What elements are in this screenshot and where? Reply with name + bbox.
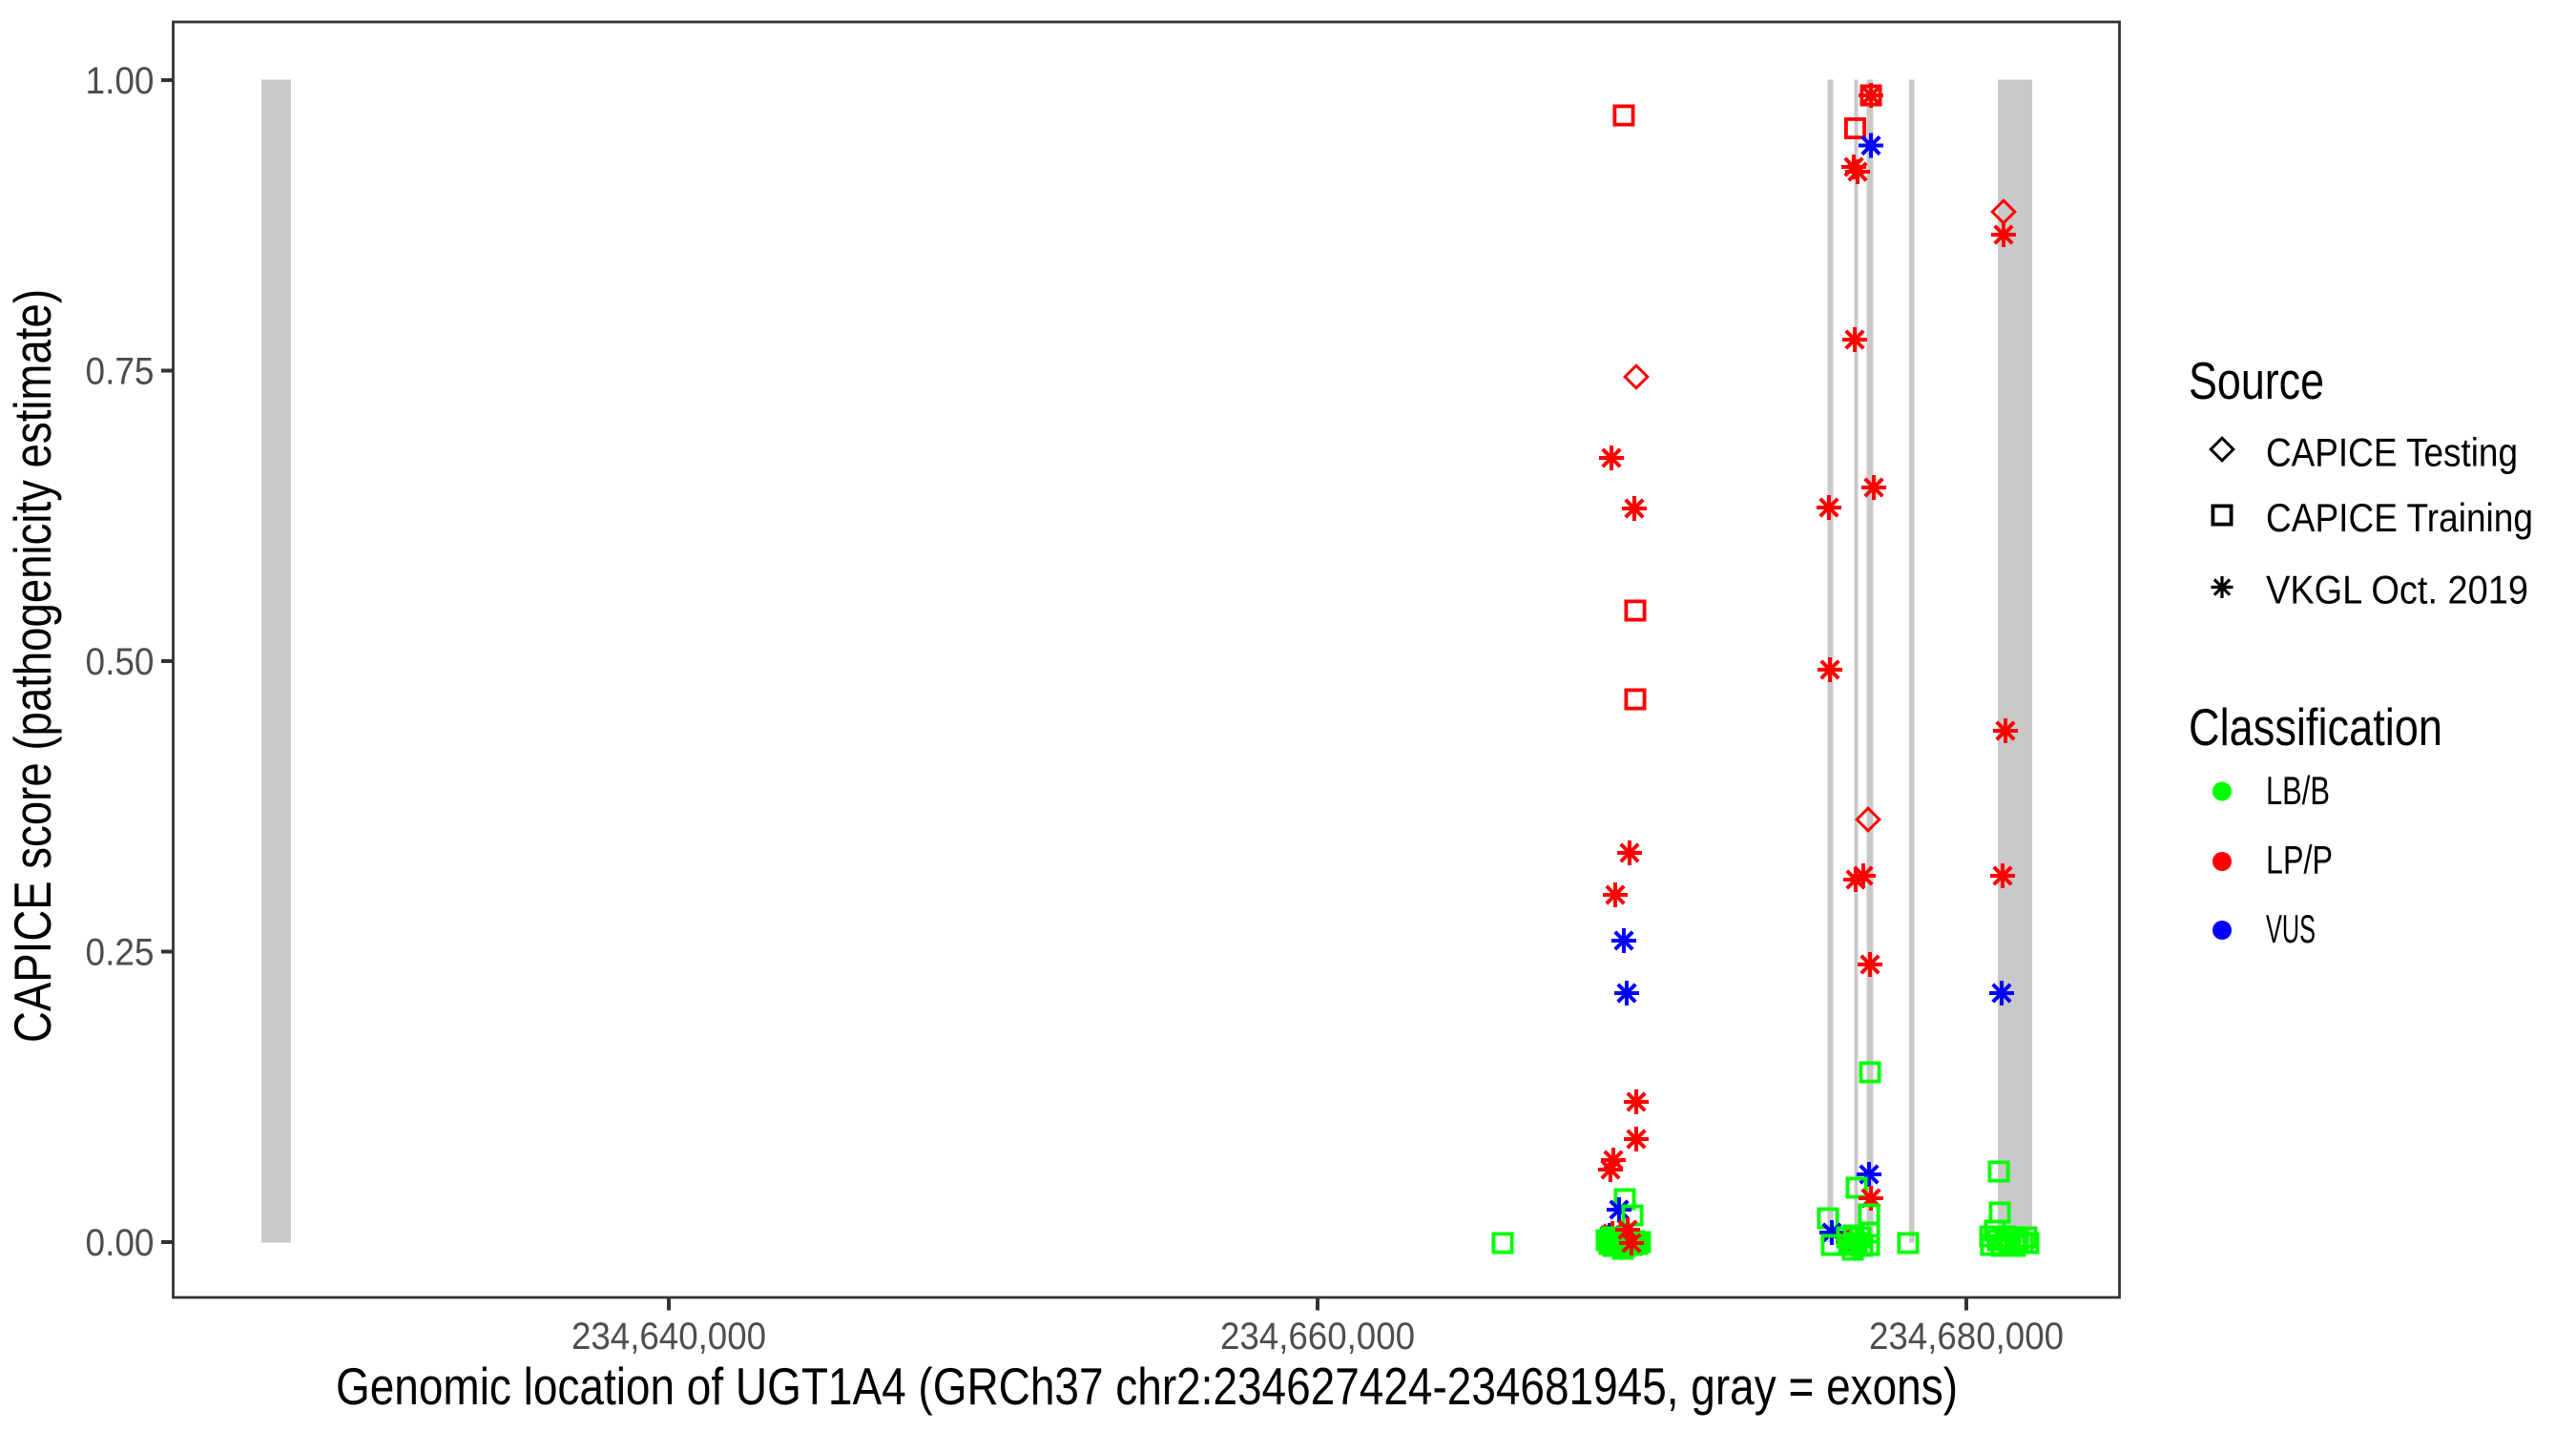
- svg-text:1.00: 1.00: [86, 60, 155, 102]
- svg-text:Source: Source: [2189, 351, 2324, 410]
- svg-text:0.50: 0.50: [86, 641, 155, 683]
- svg-text:CAPICE score (pathogenicity es: CAPICE score (pathogenicity estimate): [3, 289, 62, 1043]
- svg-text:CAPICE Training: CAPICE Training: [2266, 495, 2533, 540]
- svg-text:LP/P: LP/P: [2266, 838, 2333, 882]
- svg-text:Classification: Classification: [2189, 697, 2442, 757]
- svg-text:234,660,000: 234,660,000: [1220, 1316, 1415, 1358]
- svg-text:VUS: VUS: [2266, 906, 2316, 951]
- svg-text:0.75: 0.75: [86, 351, 155, 393]
- svg-text:0.00: 0.00: [86, 1222, 155, 1264]
- svg-text:CAPICE Testing: CAPICE Testing: [2266, 430, 2518, 475]
- svg-text:234,640,000: 234,640,000: [571, 1316, 766, 1358]
- svg-text:LB/B: LB/B: [2266, 768, 2330, 813]
- svg-text:VKGL Oct. 2019: VKGL Oct. 2019: [2266, 568, 2528, 612]
- svg-text:0.25: 0.25: [86, 932, 155, 974]
- svg-text:Genomic location of UGT1A4 (GR: Genomic location of UGT1A4 (GRCh37 chr2:…: [336, 1357, 1958, 1416]
- svg-text:234,680,000: 234,680,000: [1869, 1316, 2064, 1358]
